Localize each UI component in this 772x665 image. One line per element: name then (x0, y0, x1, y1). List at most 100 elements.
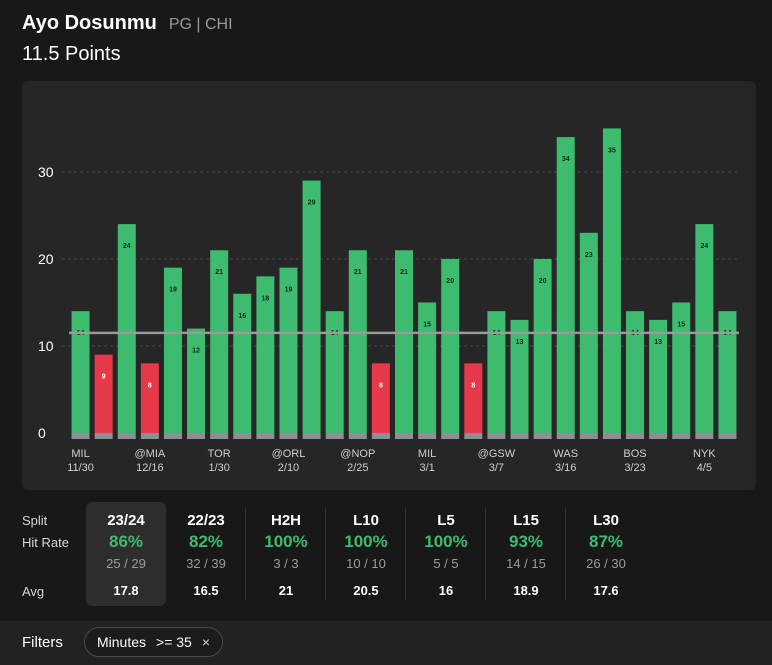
bar-value-label: 21 (215, 269, 223, 276)
split-avg: 16 (438, 583, 454, 598)
split-rate: 82% (188, 532, 224, 551)
bar-value-label: 8 (379, 382, 383, 389)
x-tick-team: MIL (71, 448, 89, 460)
bar[interactable] (256, 276, 275, 433)
filters-label: Filters (22, 634, 63, 651)
split-column-l15[interactable]: L15 93% 14 / 15 18.9 (486, 502, 566, 606)
bar-value-label: 12 (192, 348, 200, 355)
bar-value-label: 34 (562, 156, 570, 163)
bar[interactable] (279, 267, 298, 433)
split-label: Split (22, 513, 48, 528)
bar[interactable] (395, 250, 413, 433)
x-tick-date: 4/5 (697, 462, 712, 474)
minutes-strip (233, 433, 252, 439)
bar[interactable] (71, 311, 90, 433)
bar[interactable] (602, 128, 621, 434)
split-frac: 25 / 29 (106, 556, 146, 571)
y-tick-label: 20 (38, 251, 54, 267)
minutes-strip (626, 433, 645, 439)
bar[interactable] (233, 293, 252, 433)
minutes-strip (649, 433, 668, 439)
bar[interactable] (210, 250, 229, 433)
x-tick-team: @GSW (478, 448, 516, 460)
x-tick-team: NYK (693, 448, 716, 460)
bar[interactable] (441, 258, 460, 433)
split-frac: 26 / 30 (586, 556, 626, 571)
bar[interactable] (302, 180, 321, 433)
minutes-strip (579, 433, 598, 439)
bar-value-label: 19 (285, 287, 293, 294)
x-tick-date: 3/23 (624, 462, 645, 474)
bar-value-label: 24 (700, 243, 708, 250)
bar[interactable] (672, 302, 691, 433)
split-divider (485, 508, 486, 600)
bar[interactable] (371, 363, 390, 433)
x-tick-team: WAS (553, 448, 578, 460)
split-column-l5[interactable]: L5 100% 5 / 5 16 (406, 502, 486, 606)
x-tick-date: 2/10 (278, 462, 299, 474)
minutes-strip (163, 433, 182, 439)
filters-bar: Filters Minutes >= 35 × (0, 621, 772, 665)
bar-value-label: 13 (516, 339, 524, 346)
player-name: Ayo Dosunmu (22, 12, 157, 34)
bar[interactable] (187, 328, 206, 433)
minutes-strip (602, 433, 621, 439)
minutes-strip (302, 433, 321, 439)
bar-value-label: 20 (539, 278, 547, 285)
close-icon[interactable]: × (201, 634, 211, 650)
bar-value-label: 13 (654, 339, 662, 346)
x-tick-date: 11/30 (67, 462, 94, 474)
split-frac: 3 / 3 (273, 556, 299, 571)
bar[interactable] (533, 258, 552, 433)
bar[interactable] (94, 354, 113, 433)
bar-value-label: 35 (608, 147, 616, 154)
splits-table: Split Hit Rate Avg 23/24 86% 25 / 29 17.8 22… (22, 502, 756, 606)
minutes-strip (187, 433, 206, 439)
split-header: 23/24 (107, 512, 145, 529)
split-frac: 14 / 15 (506, 556, 546, 571)
bar[interactable] (695, 224, 714, 433)
split-rate: 100% (264, 532, 308, 551)
minutes-strip (395, 433, 413, 439)
bar[interactable] (556, 137, 575, 434)
bar-value-label: 21 (400, 269, 408, 276)
x-tick-team: @ORL (272, 448, 306, 460)
bar[interactable] (649, 319, 668, 433)
bar-value-label: 24 (123, 243, 131, 250)
bar-chart: 0102030149248191221161819291421821152081… (38, 128, 739, 474)
split-column-h2h[interactable]: H2H 100% 3 / 3 21 (246, 502, 326, 606)
split-header: H2H (270, 512, 301, 529)
bar[interactable] (348, 250, 367, 433)
split-column-l30[interactable]: L30 87% 26 / 30 17.6 (566, 502, 646, 606)
game-log-chart: 0102030149248191221161819291421821152081… (22, 81, 756, 490)
bar[interactable] (718, 311, 737, 433)
y-tick-label: 10 (38, 338, 54, 354)
minutes-strip (695, 433, 714, 439)
x-tick-date: 2/25 (347, 462, 368, 474)
name-line: Ayo Dosunmu PG | CHI (22, 12, 233, 35)
bar[interactable] (487, 311, 506, 433)
bar[interactable] (510, 319, 529, 433)
minutes-strip (718, 433, 737, 439)
split-column-22-23[interactable]: 22/23 82% 32 / 39 16.5 (166, 502, 246, 606)
minutes-filter-chip[interactable]: Minutes >= 35 × (84, 627, 224, 657)
bar[interactable] (117, 224, 136, 433)
bar[interactable] (464, 363, 483, 433)
bar-value-label: 19 (169, 287, 177, 294)
bar[interactable] (626, 311, 645, 433)
split-divider (565, 508, 566, 600)
bar-value-label: 16 (238, 313, 246, 320)
minutes-strip (672, 433, 691, 439)
split-column-23-24[interactable]: 23/24 86% 25 / 29 17.8 (86, 502, 166, 606)
bar[interactable] (163, 267, 182, 433)
minutes-strip (256, 433, 275, 439)
x-tick-date: 3/1 (419, 462, 434, 474)
split-column-l10[interactable]: L10 100% 10 / 10 20.5 (326, 502, 406, 606)
minutes-strip (210, 433, 229, 439)
bar[interactable] (325, 311, 344, 433)
minutes-strip (487, 433, 506, 439)
bar[interactable] (418, 302, 437, 433)
bar[interactable] (140, 363, 159, 433)
split-frac: 32 / 39 (186, 556, 226, 571)
hit-rate-label: Hit Rate (22, 535, 69, 550)
